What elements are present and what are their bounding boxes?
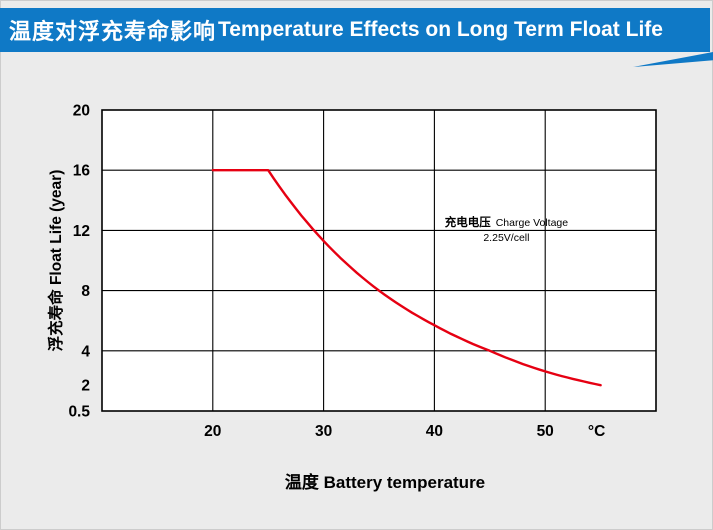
y-tick-label: 0.5 [68,404,90,421]
float-life-curve [211,169,602,387]
y-tick-label: 2 [81,378,90,395]
title-banner: 温度对浮充寿命影响 Temperature Effects on Long Te… [0,8,710,52]
y-tick-label: 4 [81,343,90,360]
x-tick-label: 20 [204,423,221,440]
x-tick-label: 50 [537,423,554,440]
annotation-charge-voltage-cjk: 充电电压 [445,215,491,229]
charge-voltage-annotation: 充电电压 Charge Voltage [445,215,569,229]
gridlines [102,110,656,411]
y-tick-label: 16 [73,163,91,180]
annotation-charge-voltage-en: Charge Voltage [496,217,569,229]
y-tick-label: 8 [81,283,90,300]
banner-title-chinese: 温度对浮充寿命影响 [9,19,217,44]
y-tick-label: 20 [73,103,90,120]
y-axis-title: 浮充寿命 Float Life (year) [46,170,65,352]
x-tick-label: 40 [426,423,443,440]
plot-area [102,110,656,411]
plot-border [101,109,657,412]
x-axis-unit-celsius: °C [588,423,605,440]
banner-title-english: Temperature Effects on Long Term Float L… [218,18,663,41]
x-tick-label: 30 [315,423,332,440]
y-tick-label: 12 [73,223,90,240]
y-axis-tick-labels: 20 16 12 8 4 2 0.5 [68,103,90,421]
x-axis-title: 温度 Battery temperature [285,472,485,492]
annotation-cell-voltage: 2.25V/cell [483,232,529,244]
x-axis-tick-labels: 20 30 40 50 [204,423,554,440]
